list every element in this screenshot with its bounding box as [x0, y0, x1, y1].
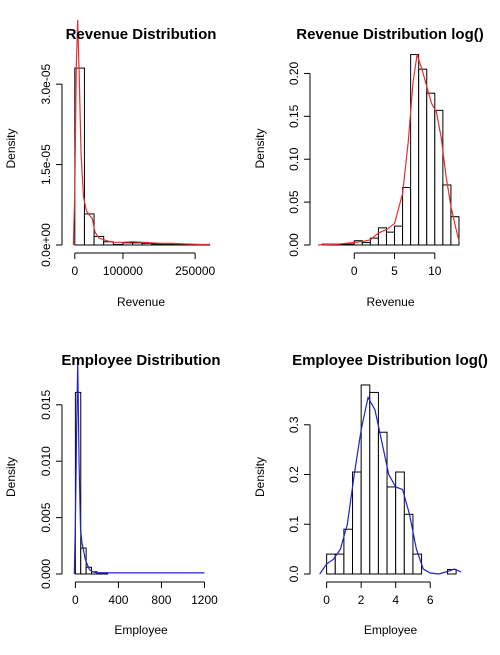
x-tick-label: 6: [427, 593, 434, 607]
y-tick-label: 3.0e-05: [39, 63, 53, 104]
y-axis-label: Density: [253, 128, 267, 168]
histogram-bar-5: [361, 241, 371, 246]
y-tick-label: 0.010: [39, 446, 53, 476]
histogram-bar-7: [386, 486, 397, 575]
y-tick-label: 1.5e-05: [39, 144, 53, 185]
y-tick-label: 0.000: [39, 559, 53, 589]
y-tick-label: 0.20: [287, 61, 301, 85]
histogram-bar-13: [426, 92, 436, 246]
histogram-bar-6: [132, 242, 143, 246]
y-axis-label: Density: [4, 128, 18, 168]
density-curve: [72, 19, 210, 246]
x-tick-label: 0: [351, 264, 358, 278]
histogram-bar-9: [394, 225, 404, 246]
x-tick-label: 0: [71, 264, 78, 278]
y-tick-label: 0.005: [39, 502, 53, 532]
histogram-bar-15: [442, 184, 452, 246]
y-tick-label: 0.10: [287, 147, 301, 171]
x-tick-label: 800: [151, 593, 171, 607]
x-axis-label: Revenue: [366, 295, 414, 309]
histogram-bar-16: [450, 216, 460, 246]
histogram-bar-3: [345, 243, 355, 246]
histogram-bar-10: [412, 553, 423, 575]
y-tick-label: 0.3: [287, 416, 301, 433]
chart-title: Employee Distribution: [61, 352, 220, 369]
y-axis-label: Density: [4, 457, 18, 497]
histogram-bar-7: [141, 242, 153, 246]
chart-employee-distribution-log: 0 2 4 6 0.0 0.1 0.2 0.3 Employee Distribution lo…: [253, 352, 488, 637]
x-tick-label: 400: [108, 593, 128, 607]
y-tick-label: 0.15: [287, 104, 301, 128]
x-tick-label: 0: [72, 593, 79, 607]
density-curve: [73, 361, 205, 575]
y-tick-label: 0.2: [287, 466, 301, 483]
histogram-bar-2: [343, 528, 354, 575]
x-axis-label: Revenue: [117, 295, 165, 309]
histogram-bar-8: [385, 231, 396, 246]
y-tick-label: 0.1: [287, 516, 301, 533]
x-tick-label: 250000: [175, 264, 215, 278]
y-tick-label: 0.0: [287, 565, 301, 582]
histogram-bar-8: [151, 243, 162, 246]
histogram-bar-5: [122, 242, 134, 246]
x-tick-label: 10: [428, 264, 442, 278]
histogram-bar-12: [418, 68, 428, 246]
histogram-bar-2: [93, 235, 105, 246]
x-tick-label: 100000: [103, 264, 143, 278]
density-curve: [317, 54, 460, 246]
y-tick-label: 0.05: [287, 190, 301, 214]
y-tick-label: 0.0e+00: [39, 223, 53, 267]
histogram-bar-11: [410, 54, 420, 246]
histogram-bar-9: [403, 513, 414, 575]
x-tick-label: 5: [391, 264, 398, 278]
histogram-bar-6: [377, 431, 388, 575]
x-tick-label: 0: [323, 593, 330, 607]
histogram-bar-1: [334, 553, 345, 575]
chart-employee-distribution: 0 400 800 1200 0.000 0.005 0.010 0.015 Employee …: [4, 352, 221, 637]
histogram-bar-14: [434, 109, 444, 246]
histogram-bar-9: [160, 243, 172, 246]
chart-revenue-distribution-log: 0 5 10 0.00 0.05 0.10 0.15 0.20 Revenue Distribu…: [253, 26, 484, 309]
histogram-bar-0: [326, 553, 336, 575]
y-tick-label: 0.00: [287, 233, 301, 257]
histogram-bar-10: [402, 187, 412, 246]
y-tick-label: 0.015: [39, 389, 53, 419]
x-tick-label: 4: [392, 593, 399, 607]
x-tick-label: 1200: [191, 593, 218, 607]
y-axis-label: Density: [253, 457, 267, 497]
x-axis-label: Employee: [114, 623, 168, 637]
histogram-bar-3: [352, 471, 362, 575]
chart-title: Employee Distribution log(): [292, 352, 488, 369]
chart-title: Revenue Distribution log(): [296, 26, 484, 43]
x-tick-label: 2: [358, 593, 365, 607]
histogram-bar-4: [360, 384, 371, 575]
histogram-bar-4: [112, 243, 124, 246]
density-curve: [319, 395, 462, 575]
chart-revenue-distribution: 0 100000 250000 0.0e+00 1.5e-05 3.0e-05 Revenu…: [4, 19, 217, 309]
chart-title: Revenue Distribution: [66, 26, 217, 43]
x-axis-label: Employee: [364, 623, 418, 637]
